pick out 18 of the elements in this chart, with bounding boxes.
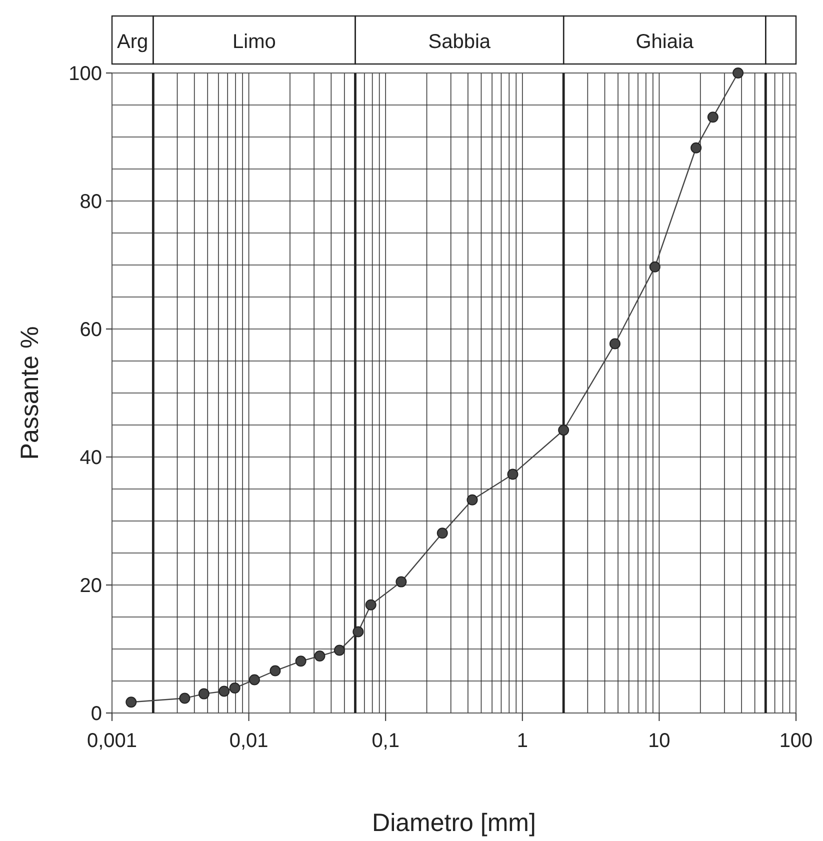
y-tick-label: 0 <box>90 703 102 725</box>
y-tick-label: 80 <box>80 191 102 213</box>
y-tick-label: 100 <box>68 63 102 85</box>
text: Ghiaia <box>636 31 694 53</box>
x-tick-label: 10 <box>648 730 670 752</box>
x-tick-label: 0,01 <box>229 730 268 752</box>
y-tick-label: 20 <box>80 575 102 597</box>
y-tick-label: 60 <box>80 319 102 341</box>
x-tick-label: 100 <box>779 730 813 752</box>
x-tick-label: 0,001 <box>86 730 138 752</box>
text: Sabbia <box>428 31 492 53</box>
y-axis-title: Passante % <box>16 326 44 460</box>
text: Arg <box>117 31 148 53</box>
text: Limo <box>232 31 276 53</box>
x-tick-label: 1 <box>516 730 528 752</box>
x-axis-title: Diametro [mm] <box>372 809 536 837</box>
x-tick-label: 0,1 <box>372 730 400 752</box>
y-tick-label: 40 <box>80 447 102 469</box>
